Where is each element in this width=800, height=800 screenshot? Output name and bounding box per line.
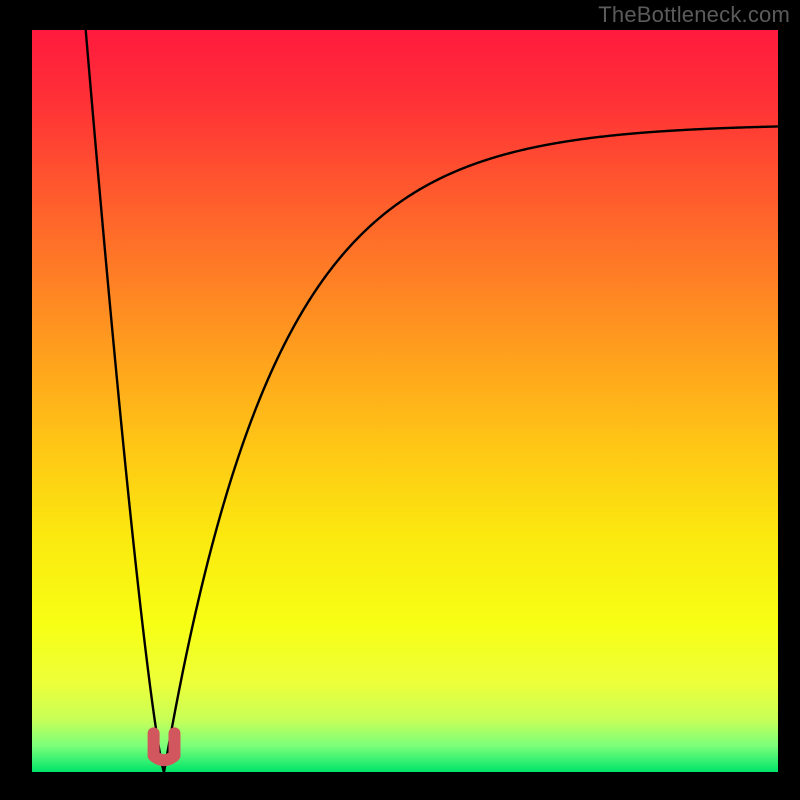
watermark-text: TheBottleneck.com xyxy=(598,2,790,28)
plot-svg xyxy=(32,30,778,772)
plot-area xyxy=(32,30,778,772)
chart-container: TheBottleneck.com xyxy=(0,0,800,800)
